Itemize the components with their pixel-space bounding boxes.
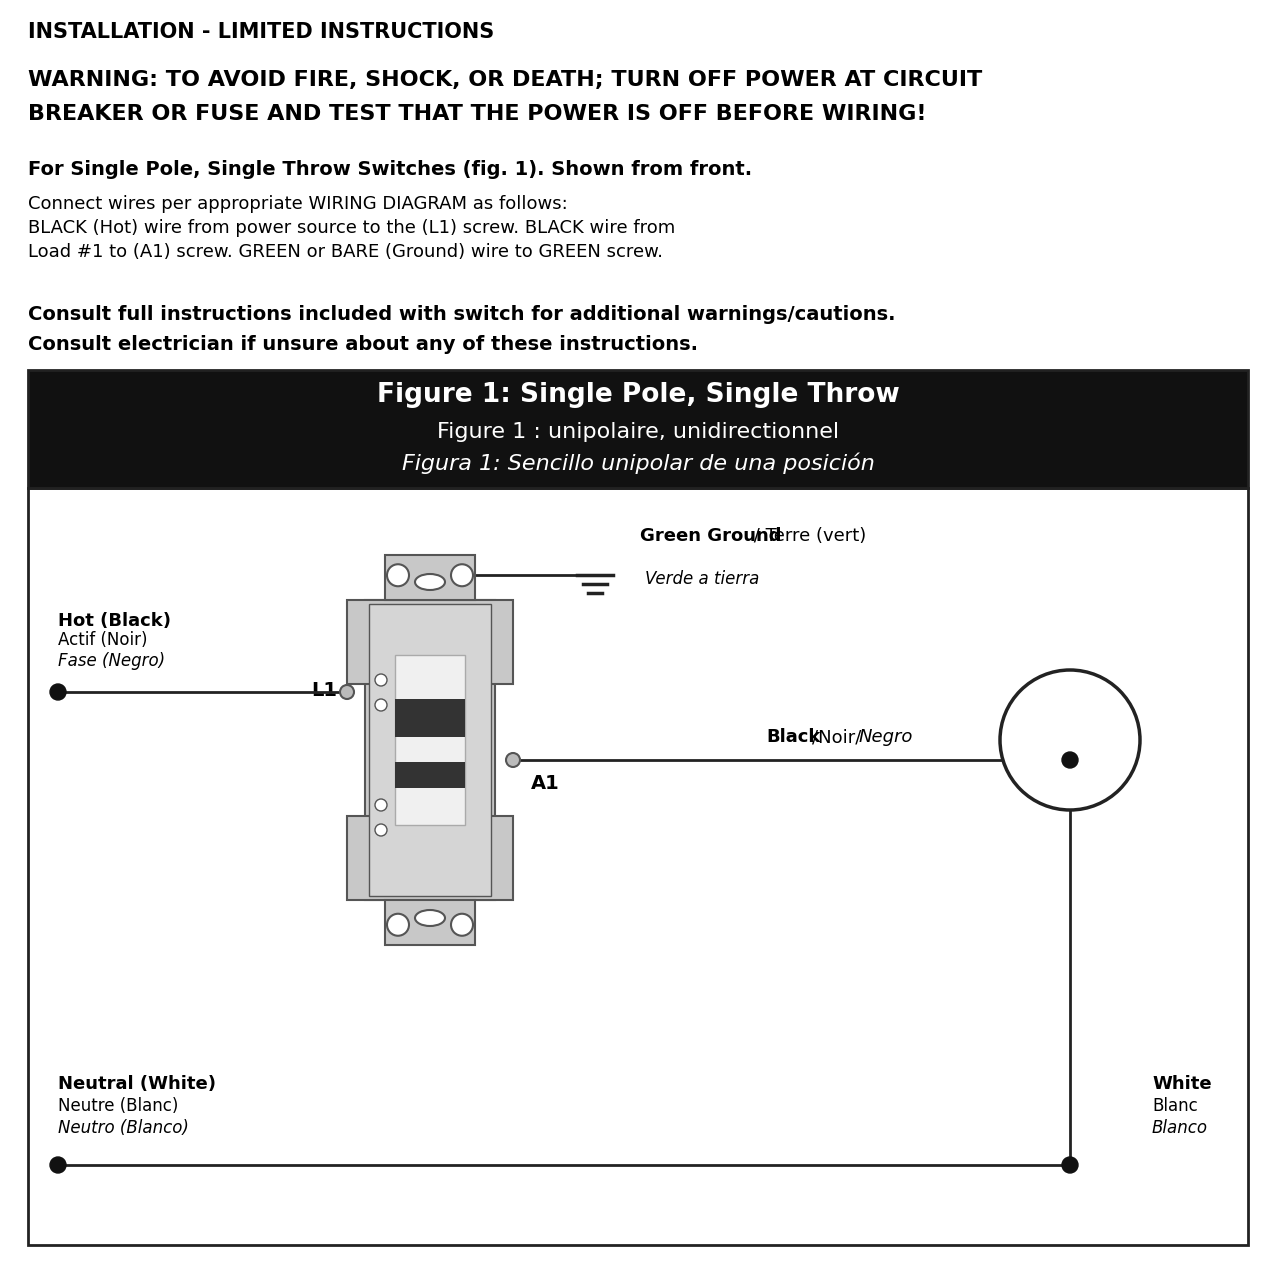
Circle shape: [340, 685, 355, 699]
Circle shape: [50, 1157, 67, 1172]
Text: Negro: Negro: [859, 728, 913, 746]
Text: Consult full instructions included with switch for additional warnings/cautions.: Consult full instructions included with …: [28, 305, 896, 324]
Text: BREAKER OR FUSE AND TEST THAT THE POWER IS OFF BEFORE WIRING!: BREAKER OR FUSE AND TEST THAT THE POWER …: [28, 104, 927, 124]
Text: Charge 1: Charge 1: [1032, 731, 1107, 749]
Text: Fase (Negro): Fase (Negro): [58, 652, 165, 669]
Text: Figure 1 : unipolaire, unidirectionnel: Figure 1 : unipolaire, unidirectionnel: [436, 422, 840, 442]
Text: Load #1 to (A1) screw. GREEN or BARE (Ground) wire to GREEN screw.: Load #1 to (A1) screw. GREEN or BARE (Gr…: [28, 243, 663, 261]
Ellipse shape: [415, 573, 445, 590]
Circle shape: [375, 824, 387, 836]
Text: WARNING: TO AVOID FIRE, SHOCK, OR DEATH; TURN OFF POWER AT CIRCUIT: WARNING: TO AVOID FIRE, SHOCK, OR DEATH;…: [28, 70, 982, 90]
Text: Neutre (Blanc): Neutre (Blanc): [58, 1097, 178, 1115]
Circle shape: [506, 753, 520, 767]
Text: Hot (Black): Hot (Black): [58, 612, 172, 630]
Text: Load 1: Load 1: [1037, 709, 1103, 727]
Circle shape: [1062, 751, 1078, 768]
FancyBboxPatch shape: [347, 600, 513, 684]
Text: /Noir/: /Noir/: [813, 728, 861, 746]
Text: Carga 1: Carga 1: [1037, 753, 1102, 771]
Text: Green Ground: Green Ground: [640, 527, 782, 545]
FancyBboxPatch shape: [28, 488, 1248, 1245]
Circle shape: [1000, 669, 1140, 810]
Text: Neutral (White): Neutral (White): [58, 1075, 216, 1093]
Text: Consult electrician if unsure about any of these instructions.: Consult electrician if unsure about any …: [28, 335, 698, 355]
Circle shape: [451, 564, 474, 586]
Text: Blanco: Blanco: [1152, 1119, 1208, 1137]
Text: Actif (Noir): Actif (Noir): [58, 631, 147, 649]
Text: Blanc: Blanc: [1152, 1097, 1198, 1115]
Text: Connect wires per appropriate WIRING DIAGRAM as follows:: Connect wires per appropriate WIRING DIA…: [28, 195, 568, 212]
Text: For Single Pole, Single Throw Switches (fig. 1). Shown from front.: For Single Pole, Single Throw Switches (…: [28, 160, 753, 179]
Text: Figura 1: Sencillo unipolar de una posición: Figura 1: Sencillo unipolar de una posic…: [402, 453, 874, 475]
FancyBboxPatch shape: [347, 817, 513, 900]
Text: INSTALLATION - LIMITED INSTRUCTIONS: INSTALLATION - LIMITED INSTRUCTIONS: [28, 22, 494, 42]
FancyBboxPatch shape: [28, 370, 1248, 488]
FancyBboxPatch shape: [385, 556, 475, 600]
Text: Figure 1: Single Pole, Single Throw: Figure 1: Single Pole, Single Throw: [376, 381, 900, 408]
Text: White: White: [1152, 1075, 1212, 1093]
Circle shape: [375, 675, 387, 686]
Text: BLACK (Hot) wire from power source to the (L1) screw. BLACK wire from: BLACK (Hot) wire from power source to th…: [28, 219, 676, 237]
FancyBboxPatch shape: [365, 600, 495, 900]
Text: L1: L1: [311, 681, 337, 699]
Text: / Terre (vert): / Terre (vert): [748, 527, 867, 545]
FancyBboxPatch shape: [396, 762, 465, 787]
Circle shape: [387, 914, 410, 936]
Text: Black: Black: [767, 728, 820, 746]
FancyBboxPatch shape: [369, 604, 492, 896]
FancyBboxPatch shape: [396, 699, 465, 736]
Ellipse shape: [415, 910, 445, 925]
Circle shape: [387, 564, 410, 586]
Circle shape: [375, 799, 387, 812]
Text: Verde a tierra: Verde a tierra: [645, 571, 759, 589]
Text: Neutro (Blanco): Neutro (Blanco): [58, 1119, 189, 1137]
Circle shape: [1062, 1157, 1078, 1172]
Circle shape: [50, 684, 67, 700]
Text: A1: A1: [531, 774, 559, 794]
Circle shape: [375, 699, 387, 710]
FancyBboxPatch shape: [385, 900, 475, 945]
Circle shape: [451, 914, 474, 936]
FancyBboxPatch shape: [396, 655, 465, 826]
